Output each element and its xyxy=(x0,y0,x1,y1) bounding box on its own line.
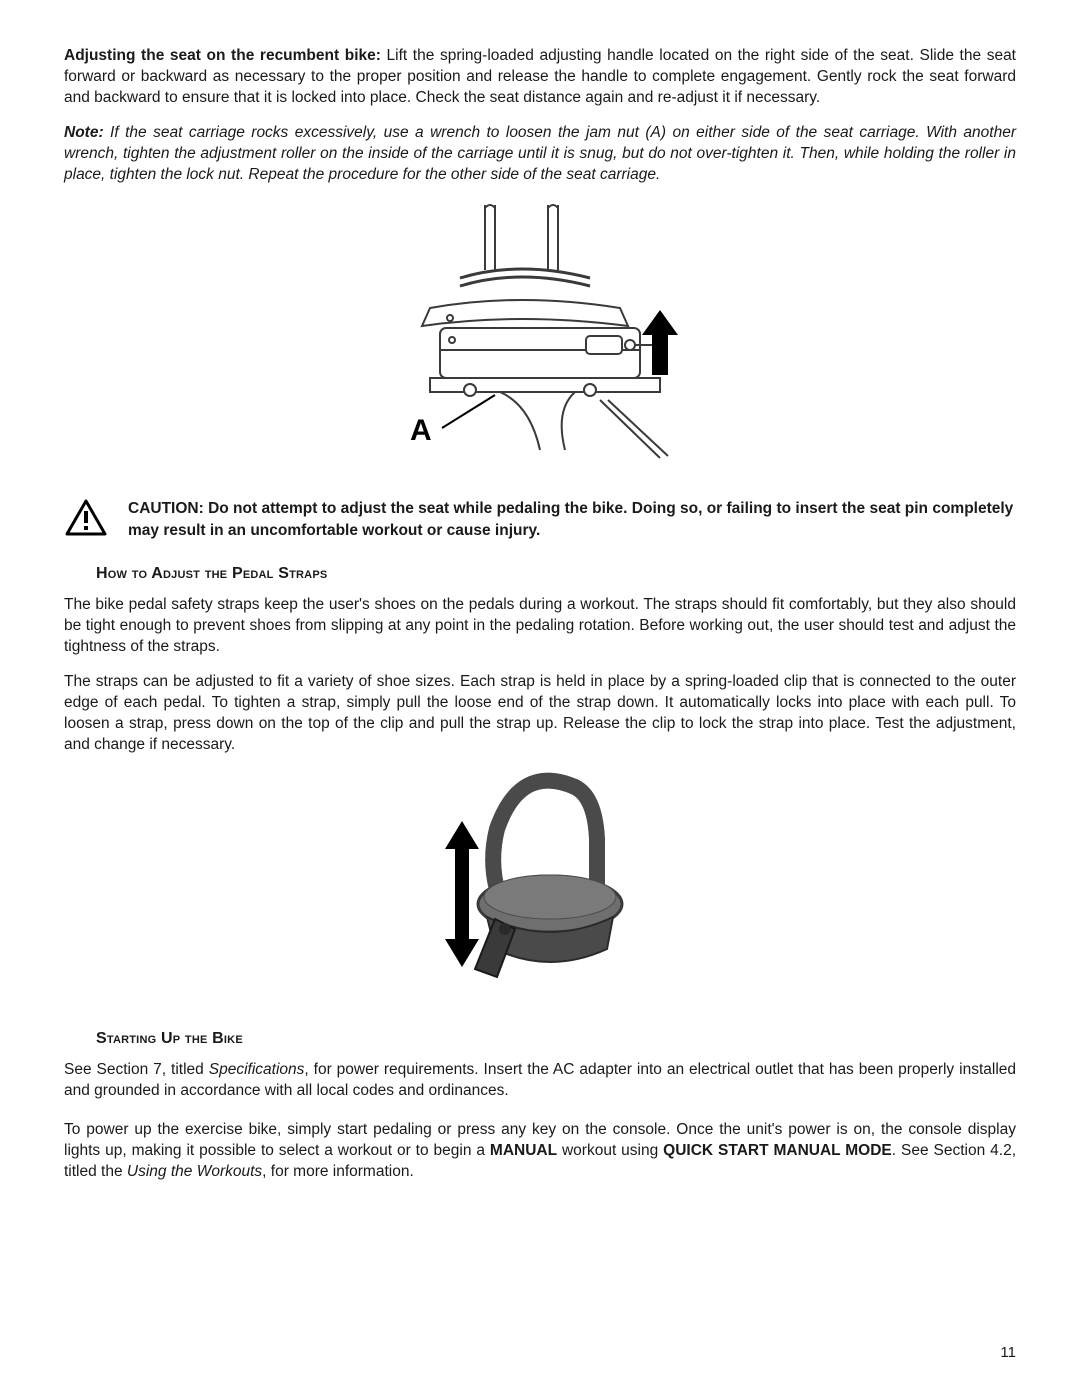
startup-heading: Starting Up the Bike xyxy=(96,1028,1016,1050)
pedal-svg xyxy=(425,769,655,999)
seat-adjust-lead: Adjusting the seat on the recumbent bike… xyxy=(64,47,381,64)
note-body: If the seat carriage rocks excessively, … xyxy=(64,124,1016,183)
seat-adjust-paragraph: Adjusting the seat on the recumbent bike… xyxy=(64,46,1016,109)
startup-p1: See Section 7, titled Specifications, fo… xyxy=(64,1060,1016,1102)
warning-icon xyxy=(64,498,114,545)
note-lead: Note: xyxy=(64,124,104,141)
figure-label-a: A xyxy=(410,414,432,447)
caution-lead: CAUTION: xyxy=(128,500,208,517)
note-paragraph: Note: If the seat carriage rocks excessi… xyxy=(64,123,1016,186)
manual-label: MANUAL xyxy=(490,1142,557,1159)
up-arrow-icon xyxy=(642,310,678,375)
caution-body: Do not attempt to adjust the seat while … xyxy=(128,500,1013,539)
caution-text: CAUTION: Do not attempt to adjust the se… xyxy=(128,498,1016,541)
pedal-figure xyxy=(64,769,1016,1006)
pedal-straps-p2: The straps can be adjusted to fit a vari… xyxy=(64,672,1016,756)
caution-block: CAUTION: Do not attempt to adjust the se… xyxy=(64,498,1016,545)
startup-p2: To power up the exercise bike, simply st… xyxy=(64,1120,1016,1183)
seat-carriage-svg: A xyxy=(390,200,690,470)
pedal-straps-p1: The bike pedal safety straps keep the us… xyxy=(64,595,1016,658)
spec-ref: Specifications xyxy=(209,1061,305,1078)
seat-carriage-figure: A xyxy=(64,200,1016,477)
page-number: 11 xyxy=(1000,1343,1016,1363)
quickstart-label: QUICK START MANUAL MODE xyxy=(663,1142,892,1159)
pedal-straps-heading: How to Adjust the Pedal Straps xyxy=(96,563,1016,585)
workouts-ref: Using the Workouts xyxy=(127,1163,262,1180)
updown-arrow-icon xyxy=(445,821,479,967)
